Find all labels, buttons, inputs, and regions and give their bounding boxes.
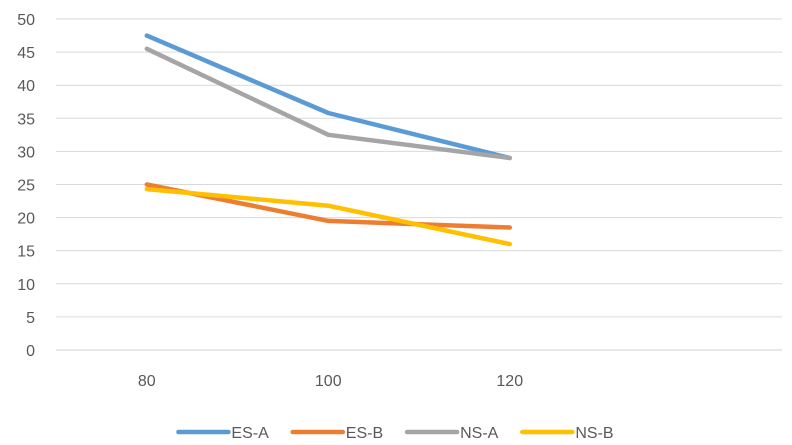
y-tick-label: 10 (17, 277, 35, 294)
series-line-es-a (144, 33, 513, 161)
series-line-ns-b (144, 186, 513, 247)
y-tick-label: 30 (17, 144, 35, 161)
y-tick-label: 35 (17, 111, 35, 128)
legend-label: NS-B (575, 425, 613, 442)
y-tick-label: 15 (17, 244, 35, 261)
legend-label: ES-A (231, 425, 269, 442)
legend-item-ns-a: NS-A (404, 425, 499, 442)
y-axis-tick-labels: 0 5 10 15 20 25 30 35 40 45 50 (17, 12, 35, 360)
legend: ES-A ES-B NS-A NS-B (176, 425, 614, 442)
y-tick-label: 0 (26, 343, 35, 360)
y-tick-label: 20 (17, 211, 35, 228)
y-tick-label: 40 (17, 78, 35, 95)
legend-item-es-b: ES-B (290, 425, 383, 442)
legend-label: ES-B (346, 425, 383, 442)
series-lines (144, 33, 513, 247)
legend-label: NS-A (460, 425, 499, 442)
y-tick-label: 50 (17, 12, 35, 29)
x-tick-label: 120 (496, 373, 523, 390)
x-axis-tick-labels: 80 100 120 (138, 373, 523, 390)
legend-item-es-a: ES-A (176, 425, 269, 442)
series-line-ns-a (144, 46, 513, 161)
y-tick-label: 25 (17, 178, 35, 195)
gridlines (56, 18, 782, 351)
y-tick-label: 5 (26, 310, 35, 327)
x-tick-label: 80 (138, 373, 156, 390)
x-tick-label: 100 (315, 373, 342, 390)
y-tick-label: 45 (17, 45, 35, 62)
legend-item-ns-b: NS-B (520, 425, 614, 442)
